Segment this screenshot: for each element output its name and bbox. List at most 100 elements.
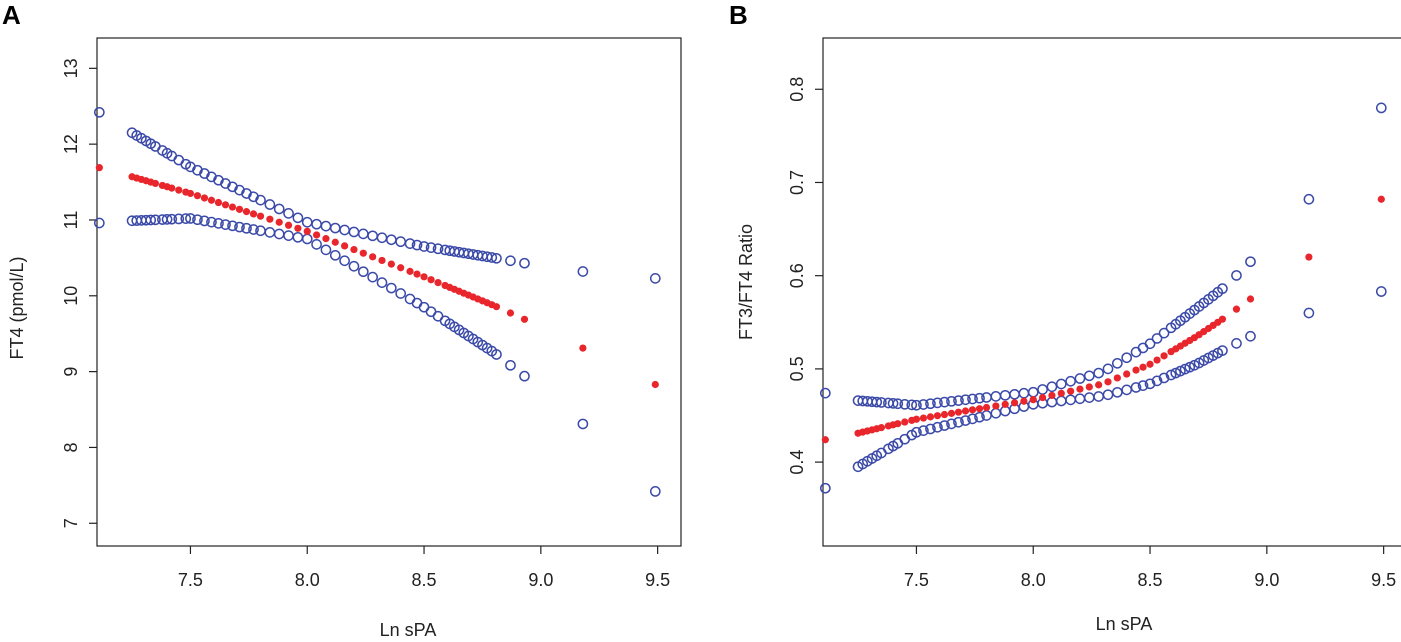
upper-ci-point (1018, 387, 1030, 399)
lower-ci-point (1151, 375, 1163, 387)
x-tick-label: 8.0 (295, 570, 320, 590)
fitted-point (877, 424, 886, 432)
lower-ci-point (967, 413, 978, 425)
lower-ci-point (946, 418, 957, 430)
y-tick-label: 0.8 (787, 77, 807, 102)
upper-ci-point (1093, 367, 1104, 379)
y-tick-label: 0.4 (787, 450, 807, 475)
fitted-point (350, 245, 358, 254)
upper-ci-point (960, 394, 971, 406)
fitted-point (207, 196, 216, 204)
fitted-point (1095, 381, 1103, 389)
fitted-point (427, 276, 435, 284)
lower-ci-point (185, 213, 196, 224)
upper-ci-point (1083, 370, 1095, 382)
upper-ci-point (301, 216, 313, 228)
upper-ci-point (329, 222, 341, 234)
upper-ci-point (999, 389, 1011, 401)
fitted-point (275, 218, 283, 226)
lower-ci-point (505, 359, 516, 371)
fitted-point (387, 260, 395, 268)
lower-ci-point (649, 486, 661, 497)
fitted-point (242, 208, 251, 216)
fitted-point (1020, 397, 1028, 405)
y-tick-label: 0.5 (787, 356, 807, 381)
upper-ci-point (367, 230, 378, 242)
lower-ci-point (213, 218, 224, 229)
fitted-point (406, 267, 414, 275)
fitted-point (413, 270, 421, 278)
lower-ci-point (1111, 386, 1123, 398)
fitted-point (894, 420, 902, 428)
upper-ci-point (1055, 378, 1067, 390)
upper-ci-point (1037, 384, 1048, 395)
upper-ci-point (1231, 270, 1242, 281)
upper-ci-point (1065, 375, 1076, 387)
fitted-point (1246, 295, 1255, 303)
upper-ci-point (404, 238, 416, 249)
lower-ci-point (519, 370, 530, 382)
lower-ci-point (939, 420, 950, 431)
fitted-point (221, 201, 230, 209)
fitted-point (1029, 396, 1037, 404)
fitted-point (256, 212, 265, 220)
upper-ci-point (1151, 333, 1163, 344)
fitted-point (420, 273, 428, 281)
upper-ci-point (1158, 327, 1170, 339)
fitted-point (579, 344, 587, 352)
fitted-point (359, 249, 367, 257)
upper-ci-point (376, 232, 388, 244)
lower-ci-point (173, 213, 185, 225)
fitted-point (1146, 360, 1154, 368)
fitted-point (933, 412, 942, 420)
upper-ci-point (932, 397, 943, 409)
fitted-point (1048, 391, 1056, 400)
fitted-point (901, 418, 909, 426)
upper-ci-point (339, 224, 350, 236)
fitted-point (369, 253, 377, 261)
upper-ci-point (946, 395, 957, 407)
upper-ci-point (1046, 381, 1058, 393)
lower-ci-point (329, 249, 341, 261)
fitted-point (954, 408, 963, 416)
upper-ci-point (411, 239, 423, 251)
lower-ci-point (348, 260, 360, 272)
fitted-point (322, 235, 330, 243)
upper-ci-point (1027, 386, 1039, 398)
lower-ci-point (1165, 369, 1177, 381)
upper-ci-point (819, 387, 831, 399)
fitted-point (175, 186, 183, 194)
x-tick-label: 9.5 (1371, 570, 1396, 590)
fitted-point (214, 198, 223, 207)
upper-ci-point (887, 398, 899, 409)
upper-ci-point (432, 243, 444, 255)
lower-ci-point (283, 230, 294, 241)
lower-ci-point (220, 219, 231, 230)
upper-ci-point (425, 242, 437, 253)
fitted-point (1132, 366, 1140, 374)
panel-b-y-axis: 0.4 0.5 0.6 0.7 0.8 (787, 77, 823, 475)
fitted-point (1305, 253, 1313, 261)
fitted-point (506, 309, 515, 317)
lower-ci-point (990, 407, 1002, 419)
fitted-point (1377, 195, 1385, 203)
lower-ci-point (925, 423, 936, 435)
lower-ci-point (339, 255, 350, 267)
upper-ci-point (577, 266, 589, 277)
lower-ci-point (227, 220, 238, 232)
fitted-point (235, 205, 244, 213)
upper-ci-point (255, 194, 266, 206)
lower-ci-point (1170, 367, 1182, 379)
upper-ci-point (990, 391, 1002, 402)
panel-b-x-axis: 7.5 8.0 8.5 9.0 9.5 (904, 546, 1396, 590)
lower-ci-point (301, 233, 313, 245)
lower-ci-point (180, 213, 192, 224)
lower-ci-point (960, 415, 971, 426)
lower-ci-point (320, 244, 332, 256)
upper-ci-point (925, 398, 936, 410)
upper-ci-point (264, 199, 276, 210)
fitted-point (968, 406, 977, 414)
lower-ci-point (1093, 391, 1104, 402)
fitted-point (492, 303, 501, 311)
upper-ci-point (1303, 193, 1315, 205)
